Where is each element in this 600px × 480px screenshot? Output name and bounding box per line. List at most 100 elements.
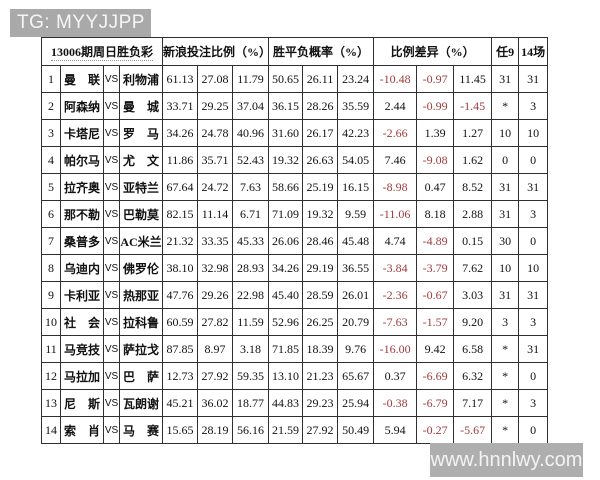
diff-lose: 2.88 bbox=[453, 200, 493, 228]
field14-value: 31 bbox=[518, 281, 549, 309]
prob-draw: 25.19 bbox=[302, 173, 339, 201]
table-row: 5 拉齐奥 VS 亚特兰 67.64 24.72 7.63 58.66 25.19 16.15 -8… bbox=[41, 173, 549, 201]
column-group-bet-ratio: 新浪投注比例（%） bbox=[162, 37, 270, 66]
prob-win: 34.26 bbox=[268, 254, 304, 282]
table-row: 7 桑普多 VS AC米兰 21.32 33.35 45.33 26.06 28.46 45.48… bbox=[41, 227, 549, 255]
prob-draw: 29.19 bbox=[302, 254, 339, 282]
vs-label: VS bbox=[103, 281, 120, 309]
bet-lose: 11.79 bbox=[232, 65, 270, 93]
bet-lose: 11.59 bbox=[232, 308, 270, 336]
diff-draw: 0.47 bbox=[416, 173, 455, 201]
away-team: 巴 萨 bbox=[118, 362, 164, 390]
match-number: 11 bbox=[41, 335, 61, 363]
away-team: 马 赛 bbox=[118, 416, 164, 444]
bet-draw: 27.82 bbox=[197, 308, 234, 336]
match-number: 7 bbox=[41, 227, 61, 255]
prob-lose: 9.59 bbox=[337, 200, 375, 228]
prob-draw: 21.23 bbox=[302, 362, 339, 390]
prob-win: 45.40 bbox=[268, 281, 304, 309]
field14-value: 31 bbox=[518, 173, 549, 201]
ren9-value: 10 bbox=[491, 119, 520, 147]
field14-value: 0 bbox=[518, 146, 549, 174]
diff-lose: 7.17 bbox=[453, 389, 493, 417]
away-team: 利物浦 bbox=[118, 65, 164, 93]
table-header-row: 13006期周日胜负彩 新浪投注比例（%） 胜平负概率（%） 比例差异（%） 任… bbox=[40, 37, 549, 66]
bet-draw: 11.14 bbox=[197, 200, 234, 228]
home-team: 拉齐奥 bbox=[60, 173, 104, 201]
away-team: 曼 城 bbox=[118, 92, 164, 120]
bet-lose: 3.18 bbox=[232, 335, 270, 363]
diff-lose: 0.15 bbox=[453, 227, 493, 255]
prob-lose: 20.79 bbox=[337, 308, 375, 336]
table-row: 10 社 会 VS 拉科鲁 60.59 27.82 11.59 52.96 26.25 20.79… bbox=[41, 308, 549, 336]
match-number: 8 bbox=[41, 254, 61, 282]
bet-win: 82.15 bbox=[162, 200, 199, 228]
diff-win: -3.84 bbox=[373, 254, 418, 282]
bet-draw: 27.92 bbox=[197, 362, 234, 390]
bet-win: 15.65 bbox=[162, 416, 199, 444]
ren9-value: * bbox=[491, 335, 520, 363]
match-number: 12 bbox=[41, 362, 61, 390]
home-team: 马竞技 bbox=[60, 335, 104, 363]
prob-lose: 25.94 bbox=[337, 389, 375, 417]
diff-lose: -1.45 bbox=[453, 92, 493, 120]
home-team: 桑普多 bbox=[60, 227, 104, 255]
diff-lose: 1.27 bbox=[453, 119, 493, 147]
bet-draw: 27.08 bbox=[197, 65, 234, 93]
away-team: 罗 马 bbox=[118, 119, 164, 147]
match-number: 3 bbox=[41, 119, 61, 147]
bet-win: 33.71 bbox=[162, 92, 199, 120]
diff-win: -2.36 bbox=[373, 281, 418, 309]
vs-label: VS bbox=[103, 416, 120, 444]
diff-draw: -0.67 bbox=[416, 281, 455, 309]
away-team: 尤 文 bbox=[118, 146, 164, 174]
home-team: 社 会 bbox=[60, 308, 104, 336]
diff-win: -8.98 bbox=[373, 173, 418, 201]
away-team: 萨拉戈 bbox=[118, 335, 164, 363]
home-team: 那不勒 bbox=[60, 200, 104, 228]
match-number: 2 bbox=[41, 92, 61, 120]
bet-win: 11.86 bbox=[162, 146, 199, 174]
bet-win: 38.10 bbox=[162, 254, 199, 282]
diff-win: -10.48 bbox=[373, 65, 418, 93]
prob-lose: 42.23 bbox=[337, 119, 375, 147]
prob-win: 36.15 bbox=[268, 92, 304, 120]
prob-win: 19.32 bbox=[268, 146, 304, 174]
prob-lose: 36.55 bbox=[337, 254, 375, 282]
bet-draw: 24.72 bbox=[197, 173, 234, 201]
ren9-value: 31 bbox=[491, 173, 520, 201]
column-group-probability: 胜平负概率（%） bbox=[268, 37, 375, 66]
vs-label: VS bbox=[103, 254, 120, 282]
prob-draw: 28.59 bbox=[302, 281, 339, 309]
bet-lose: 37.04 bbox=[232, 92, 270, 120]
prob-draw: 28.46 bbox=[302, 227, 339, 255]
prob-lose: 54.05 bbox=[337, 146, 375, 174]
prob-lose: 26.01 bbox=[337, 281, 375, 309]
prob-draw: 26.17 bbox=[302, 119, 339, 147]
bet-win: 45.21 bbox=[162, 389, 199, 417]
diff-win: -2.66 bbox=[373, 119, 418, 147]
diff-win: -16.00 bbox=[373, 335, 418, 363]
home-team: 尼 斯 bbox=[60, 389, 104, 417]
bet-draw: 33.35 bbox=[197, 227, 234, 255]
prob-win: 71.85 bbox=[268, 335, 304, 363]
prob-win: 71.09 bbox=[268, 200, 304, 228]
bet-win: 60.59 bbox=[162, 308, 199, 336]
ren9-value: 31 bbox=[491, 281, 520, 309]
home-team: 帕尔马 bbox=[60, 146, 104, 174]
column-group-ratio-diff: 比例差异（%） bbox=[373, 37, 493, 66]
diff-draw: -6.69 bbox=[416, 362, 455, 390]
prob-draw: 29.23 bbox=[302, 389, 339, 417]
bet-win: 47.76 bbox=[162, 281, 199, 309]
vs-label: VS bbox=[103, 173, 120, 201]
ren9-value: 30 bbox=[491, 227, 520, 255]
prob-win: 31.60 bbox=[268, 119, 304, 147]
table-row: 6 那不勒 VS 巴勒莫 82.15 11.14 6.71 71.09 19.32 9.59 -11… bbox=[41, 200, 549, 228]
field14-value: 3 bbox=[518, 308, 549, 336]
bet-lose: 22.98 bbox=[232, 281, 270, 309]
bet-lose: 59.35 bbox=[232, 362, 270, 390]
bet-draw: 35.71 bbox=[197, 146, 234, 174]
tg-handle-badge: TG: MYYJJPP bbox=[10, 9, 151, 37]
